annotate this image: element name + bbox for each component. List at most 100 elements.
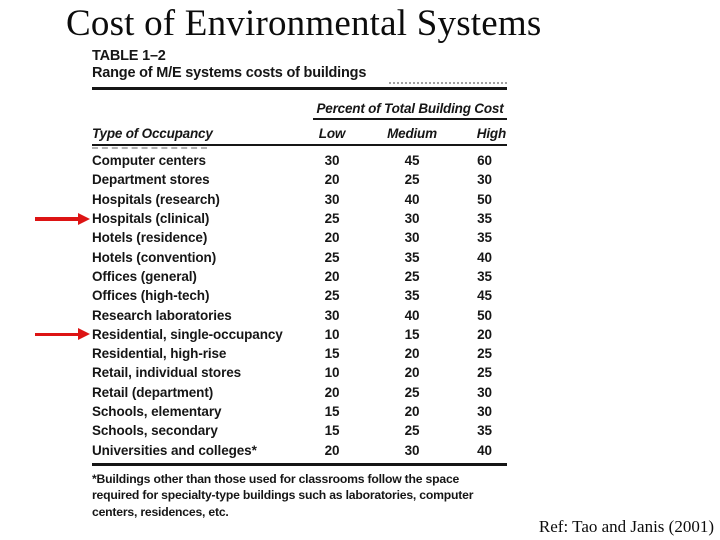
value-cell: 15 (324, 423, 340, 439)
table-row: Department stores 20 25 30 (92, 170, 507, 189)
value-cell: 35 (477, 211, 492, 227)
value-cell: 45 (477, 288, 492, 304)
table-footnote: *Buildings other than those used for cla… (92, 471, 474, 519)
occupancy-cell: Hotels (convention) (92, 249, 217, 265)
occupancy-cell: Residential, high-rise (92, 346, 227, 362)
column-header-row: Type of Occupancy Low Medium High (92, 126, 507, 142)
value-cell: 50 (477, 191, 492, 207)
value-cell: 15 (324, 404, 340, 419)
page-title: Cost of Environmental Systems (66, 3, 542, 44)
occupancy-cell: Universities and colleges* (92, 442, 257, 458)
value-cell: 25 (324, 249, 340, 265)
column-header-low: Low (318, 126, 346, 141)
value-cell: 20 (324, 172, 340, 188)
occupancy-cell: Research laboratories (92, 307, 232, 323)
header-rule (92, 144, 507, 149)
occupancy-cell: Offices (high-tech) (92, 288, 210, 304)
table-caption: Range of M/E systems costs of buildings (92, 65, 367, 81)
column-header-occupancy: Type of Occupancy (92, 126, 213, 141)
value-cell: 35 (404, 288, 420, 304)
table-row: Retail, individual stores 10 20 25 (92, 363, 507, 382)
value-cell: 20 (324, 230, 340, 246)
value-cell: 30 (404, 442, 420, 458)
occupancy-cell: Computer centers (92, 153, 206, 169)
column-header-medium: Medium (387, 126, 437, 141)
value-cell: 10 (324, 365, 340, 381)
highlight-arrow-icon (35, 212, 90, 225)
value-cell: 30 (477, 404, 492, 419)
table-row: Offices (general) 20 25 35 (92, 267, 507, 286)
occupancy-cell: Retail, individual stores (92, 365, 242, 381)
occupancy-cell: Hospitals (clinical) (92, 211, 210, 227)
value-cell: 35 (477, 423, 492, 439)
value-cell: 35 (477, 268, 492, 284)
occupancy-cell: Hotels (residence) (92, 230, 208, 246)
table-row: Hospitals (clinical) 25 30 35 (35, 209, 507, 228)
table-row: Residential, high-rise 15 20 25 (92, 344, 507, 363)
value-cell: 30 (404, 211, 420, 227)
occupancy-cell: Department stores (92, 172, 210, 188)
value-cell: 20 (404, 346, 420, 362)
value-cell: 25 (324, 288, 340, 304)
reference: Ref: Tao and Janis (2001) (538, 517, 714, 536)
value-cell: 45 (404, 153, 420, 169)
table-row: Hotels (convention) 25 35 40 (92, 247, 507, 266)
value-cell: 30 (324, 307, 340, 323)
value-cell: 20 (477, 326, 492, 342)
occupancy-cell: Retail (department) (92, 384, 214, 400)
value-cell: 20 (324, 268, 340, 284)
top-rule (92, 82, 507, 90)
value-cell: 25 (404, 172, 420, 188)
occupancy-cell: Schools, secondary (92, 423, 218, 439)
table-figure: TABLE 1–2 Range of M/E systems costs of … (35, 48, 507, 520)
occupancy-cell: Hospitals (research) (92, 191, 220, 207)
value-cell: 25 (477, 365, 492, 381)
bottom-rule (92, 462, 507, 466)
table-row: Universities and colleges* 20 30 40 (92, 440, 507, 459)
value-cell: 25 (404, 268, 420, 284)
value-cell: 35 (404, 249, 420, 265)
table-row: Retail (department) 20 25 30 (92, 383, 507, 402)
value-cell: 30 (404, 230, 420, 246)
value-cell: 40 (477, 442, 492, 458)
occupancy-cell: Offices (general) (92, 268, 197, 284)
value-cell: 25 (404, 423, 420, 439)
table-row: Research laboratories 30 40 50 (92, 305, 507, 324)
table-row: Schools, secondary 15 25 35 (92, 421, 507, 440)
value-cell: 15 (404, 326, 420, 342)
value-cell: 25 (404, 384, 420, 400)
value-cell: 35 (477, 230, 492, 246)
table-label: TABLE 1–2 (92, 48, 166, 64)
value-cell: 15 (324, 346, 340, 362)
value-cell: 20 (404, 404, 420, 419)
span-column-header: Percent of Total Building Cost (313, 101, 507, 120)
scan-artifact (92, 147, 207, 149)
value-cell: 30 (477, 384, 492, 400)
value-cell: 25 (324, 211, 340, 227)
value-cell: 30 (324, 153, 340, 169)
value-cell: 20 (324, 442, 340, 458)
scan-artifact (389, 82, 507, 84)
table-row: Schools, elementary 15 20 30 (92, 402, 507, 421)
value-cell: 30 (477, 172, 492, 188)
column-header-high: High (476, 126, 506, 141)
table-row: Residential, single-occupancy 10 15 20 (35, 325, 507, 344)
table-row: Hospitals (research) 30 40 50 (92, 190, 507, 209)
value-cell: 20 (404, 365, 420, 381)
value-cell: 60 (477, 153, 492, 169)
table-row: Computer centers 30 45 60 (92, 151, 507, 170)
table-row: Offices (high-tech) 25 35 45 (92, 286, 507, 305)
value-cell: 10 (324, 326, 340, 342)
value-cell: 50 (477, 307, 492, 323)
value-cell: 20 (324, 384, 340, 400)
occupancy-cell: Schools, elementary (92, 404, 222, 419)
value-cell: 25 (477, 346, 492, 362)
occupancy-cell: Residential, single-occupancy (92, 326, 283, 342)
table-row: Hotels (residence) 20 30 35 (92, 228, 507, 247)
value-cell: 40 (404, 191, 420, 207)
highlight-arrow-icon (35, 328, 90, 341)
table-body: Computer centers 30 45 60 Department stores 2… (35, 151, 507, 460)
value-cell: 40 (477, 249, 492, 265)
value-cell: 30 (324, 191, 340, 207)
